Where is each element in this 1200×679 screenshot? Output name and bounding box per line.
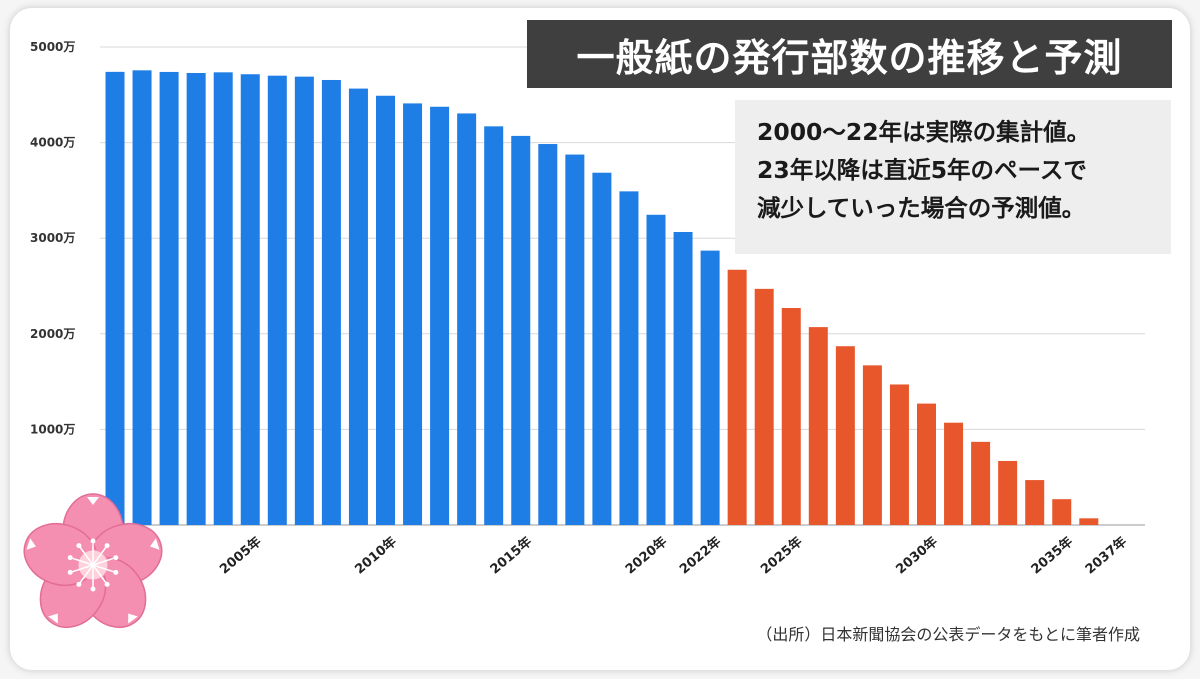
stamen-tip (113, 569, 119, 575)
bar (781, 307, 801, 525)
stamen-tip (104, 581, 110, 587)
bar (457, 113, 477, 525)
petal-notch (128, 613, 138, 624)
bar (727, 269, 747, 525)
bar (592, 172, 612, 526)
bar (646, 214, 666, 525)
stamen (78, 545, 94, 566)
bar (511, 135, 531, 525)
bar (835, 346, 855, 525)
stamen (92, 545, 108, 566)
stamen-tip (76, 543, 82, 549)
bar (808, 327, 828, 525)
chart-title: 一般紙の発行部数の推移と予測 (527, 20, 1172, 88)
bar (889, 384, 909, 525)
bars (105, 70, 1099, 526)
stamen (69, 564, 94, 574)
bar (917, 403, 936, 525)
bar (403, 103, 423, 526)
stamen (78, 564, 94, 585)
bar (538, 144, 558, 525)
bar (754, 288, 774, 525)
stamen-tip (113, 555, 119, 561)
bar (321, 79, 341, 526)
x-tick-label: 2020年 (622, 534, 670, 578)
bar (700, 250, 720, 526)
bar (294, 76, 314, 526)
stamen (92, 564, 117, 574)
source-note: （出所）日本新聞協会の公表データをもとに筆者作成 (756, 625, 1140, 644)
x-tick-label: 2005年 (217, 534, 265, 578)
y-tick-label: 3000万 (30, 231, 75, 245)
bar (376, 95, 395, 526)
stamen-tip (104, 543, 110, 549)
x-axis-ticks: 2005年 2010年 2015年 2020年 2022年 2025年 2030年 2035年… (217, 534, 1131, 578)
bar (1052, 499, 1072, 525)
y-tick-label: 1000万 (30, 422, 75, 436)
bar (484, 126, 504, 526)
annotation-line: 23年以降は直近5年のペースで (757, 156, 1087, 184)
y-tick-label: 2000万 (30, 327, 75, 341)
bar (944, 422, 964, 525)
bar (673, 231, 693, 525)
bar (971, 441, 991, 525)
x-tick-label: 2022年 (676, 534, 724, 578)
x-tick-label: 2010年 (352, 534, 400, 578)
stamen-tip (67, 569, 73, 575)
bar (240, 74, 260, 525)
stamen (92, 564, 108, 585)
x-tick-label: 2030年 (893, 534, 941, 578)
bar (213, 72, 233, 526)
bar (105, 71, 125, 525)
y-axis-ticks: 1000万 2000万 3000万 4000万 5000万 (30, 40, 75, 436)
cherry-blossom-icon (23, 493, 163, 628)
bar (565, 154, 585, 526)
bar (159, 71, 179, 525)
bar (348, 88, 368, 525)
bar (998, 460, 1018, 525)
bar (1079, 518, 1099, 525)
annotation-box: 2000〜22年は実際の集計値。 23年以降は直近5年のペースで 減少していった… (735, 100, 1171, 254)
bar (267, 75, 287, 526)
stamen-tip (90, 586, 96, 592)
annotation-line: 減少していった場合の予測値。 (757, 194, 1086, 222)
petal-notch (87, 497, 99, 505)
bar (430, 106, 450, 525)
y-tick-label: 4000万 (30, 136, 75, 150)
x-tick-label: 2035年 (1028, 534, 1076, 578)
bar (186, 73, 206, 525)
stamen-tip (67, 555, 73, 561)
petal-notch (150, 538, 160, 550)
x-tick-label: 2015年 (487, 534, 535, 578)
bar (862, 365, 882, 525)
stamen (92, 556, 117, 566)
bar (132, 70, 152, 525)
stamen-tip (76, 581, 82, 587)
stamen (69, 556, 94, 566)
y-tick-label: 5000万 (30, 40, 75, 54)
bar (619, 191, 639, 525)
stamen-tip (90, 538, 96, 544)
petal-notch (48, 613, 58, 624)
x-tick-label: 2037年 (1082, 534, 1130, 578)
x-tick-label: 2025年 (758, 534, 806, 578)
petal-notch (26, 538, 36, 550)
annotation-line: 2000〜22年は実際の集計値。 (757, 118, 1091, 146)
bar (1025, 480, 1045, 525)
